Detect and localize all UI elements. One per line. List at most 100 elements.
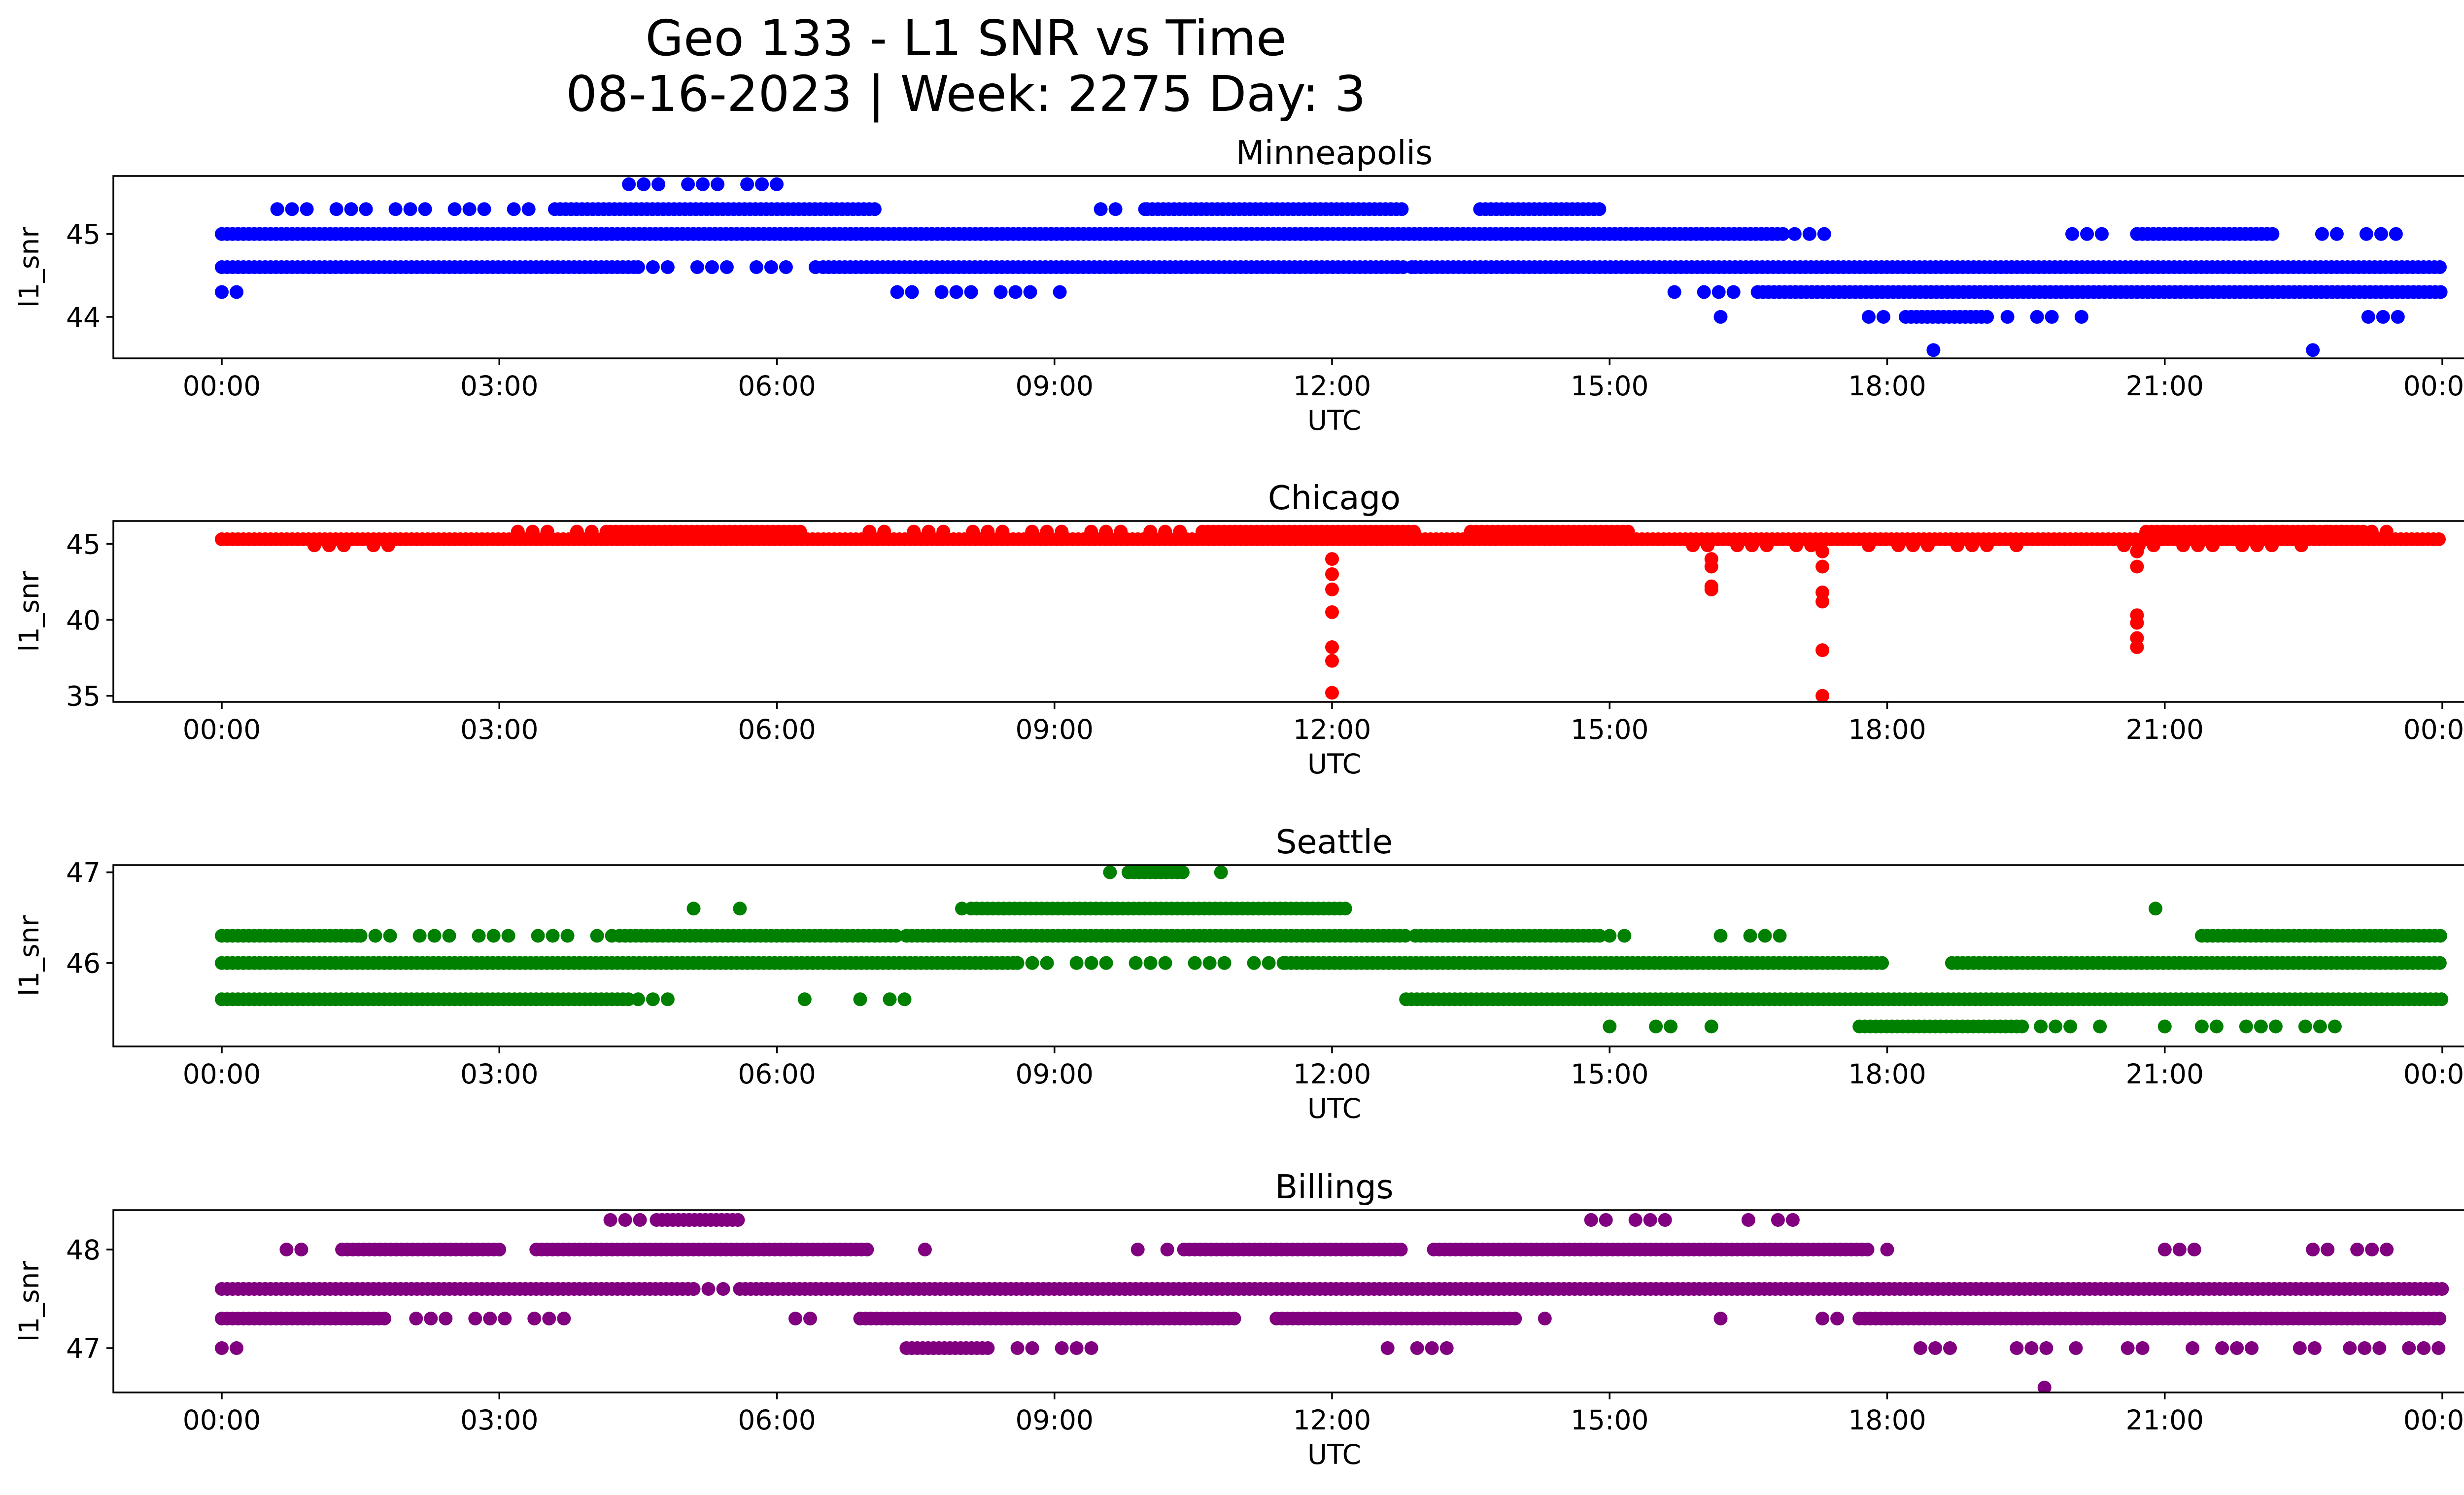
- data-point: [215, 285, 229, 299]
- data-point: [230, 1341, 243, 1355]
- data-point: [1815, 1312, 1830, 1325]
- data-point: [2305, 524, 2320, 539]
- data-point: [542, 1312, 556, 1325]
- data-point: [949, 285, 963, 299]
- data-point: [511, 524, 525, 539]
- data-point: [344, 202, 358, 216]
- data-point: [2217, 524, 2231, 539]
- data-point: [936, 524, 951, 539]
- data-point: [2320, 524, 2334, 539]
- data-point: [2364, 524, 2379, 539]
- data-point: [1760, 538, 1774, 553]
- data-point: [368, 929, 382, 943]
- data-point: [1099, 956, 1113, 970]
- data-point: [1407, 524, 1421, 539]
- panel-title: Seattle: [1276, 823, 1393, 861]
- data-point: [2194, 1019, 2209, 1034]
- data-point: [546, 929, 560, 943]
- data-point: [2433, 285, 2448, 299]
- data-point: [1713, 1312, 1728, 1325]
- panel-chicago: Chicago 00:00 03:00 06:00 09:00 12:00 15:00 18:…: [13, 479, 2464, 780]
- data-point: [2172, 1243, 2187, 1256]
- data-point: [1276, 956, 1291, 970]
- data-point: [1951, 538, 1964, 553]
- data-point: [2063, 1019, 2078, 1034]
- data-point: [2293, 1341, 2307, 1355]
- data-point: [2435, 1282, 2449, 1296]
- data-point: [1877, 310, 1890, 324]
- y-axis-label: l1_snr: [13, 571, 45, 652]
- data-point: [2313, 1019, 2327, 1034]
- data-point: [1069, 956, 1084, 970]
- x-tick-label: 15:00: [1571, 1404, 1649, 1436]
- data-point: [1394, 1243, 1408, 1256]
- data-point: [1108, 202, 1123, 216]
- data-point: [1538, 1312, 1552, 1325]
- data-point: [1325, 567, 1339, 581]
- data-point: [803, 1312, 817, 1325]
- data-point: [1773, 929, 1787, 943]
- data-point: [1160, 1243, 1174, 1256]
- data-point: [1395, 202, 1409, 216]
- x-tick-label: 00:00: [2403, 1058, 2464, 1090]
- y-tick-label: 48: [66, 1234, 101, 1266]
- data-point: [2135, 1341, 2150, 1355]
- data-point: [2065, 227, 2079, 241]
- data-point: [2294, 538, 2309, 553]
- data-point: [1114, 524, 1128, 539]
- data-point: [215, 1341, 229, 1355]
- data-point: [270, 202, 284, 216]
- data-points: [215, 1213, 2449, 1392]
- data-point: [472, 929, 486, 943]
- data-point: [2202, 524, 2216, 539]
- data-point: [711, 177, 725, 191]
- data-point: [733, 902, 747, 916]
- data-point: [2095, 227, 2109, 241]
- data-point: [2239, 1019, 2253, 1034]
- data-point: [2321, 1243, 2335, 1256]
- axes-frame: [112, 1209, 2464, 1393]
- x-tick-label: 18:00: [1848, 370, 1926, 402]
- panel-minneapolis: Minneapolis 00:00 03:00 06:00 09:00 12:00 15:0…: [13, 134, 2464, 436]
- data-point: [1227, 1312, 1241, 1325]
- data-point: [1880, 1243, 1894, 1256]
- data-point: [1439, 1341, 1454, 1355]
- y-tick-label: 46: [66, 948, 101, 979]
- data-point: [2093, 1019, 2107, 1034]
- data-point: [955, 902, 969, 916]
- data-point: [1262, 956, 1276, 970]
- data-point: [2417, 1341, 2431, 1355]
- data-point: [2335, 524, 2349, 539]
- data-point: [1103, 865, 1117, 879]
- data-point: [584, 524, 599, 539]
- data-point: [1084, 1341, 1098, 1355]
- data-point: [2069, 1341, 2083, 1355]
- data-point: [1175, 865, 1190, 879]
- data-point: [981, 524, 995, 539]
- data-point: [705, 260, 719, 274]
- data-point: [2374, 227, 2388, 241]
- data-point: [755, 177, 769, 191]
- data-point: [2380, 1243, 2394, 1256]
- data-point: [2074, 310, 2088, 324]
- data-point: [507, 202, 521, 216]
- data-point: [1664, 1019, 1678, 1034]
- x-tick-label: 21:00: [2125, 370, 2204, 402]
- data-point: [483, 1312, 497, 1325]
- data-point: [877, 524, 891, 539]
- data-point: [1158, 956, 1172, 970]
- data-point: [1025, 524, 1039, 539]
- data-point: [2361, 310, 2375, 324]
- data-point: [2187, 1243, 2201, 1256]
- data-point: [1815, 544, 1830, 558]
- data-point: [2130, 616, 2144, 630]
- data-point: [424, 1312, 438, 1325]
- x-tick-label: 00:00: [183, 1404, 261, 1436]
- data-point: [388, 202, 403, 216]
- data-point: [1069, 1341, 1084, 1355]
- data-point: [1247, 956, 1261, 970]
- data-point: [525, 524, 540, 539]
- data-point: [498, 1312, 512, 1325]
- data-point: [557, 1312, 571, 1325]
